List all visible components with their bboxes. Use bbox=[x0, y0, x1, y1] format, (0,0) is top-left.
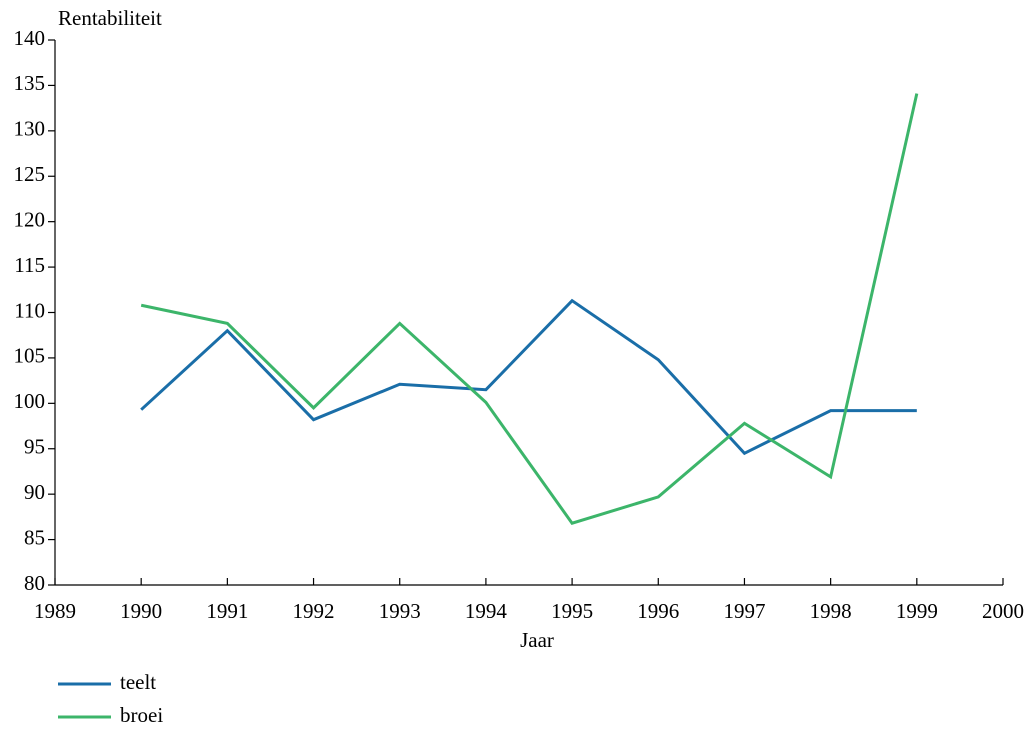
legend-label: teelt bbox=[120, 670, 156, 694]
x-tick-label: 1990 bbox=[120, 599, 162, 623]
x-axis-label: Jaar bbox=[520, 628, 554, 652]
y-tick-label: 110 bbox=[14, 298, 45, 322]
y-axis-label: Rentabiliteit bbox=[58, 6, 162, 30]
x-tick-label: 1991 bbox=[206, 599, 248, 623]
y-tick-label: 130 bbox=[14, 117, 46, 141]
x-tick-label: 1997 bbox=[723, 599, 765, 623]
y-tick-label: 105 bbox=[14, 344, 46, 368]
x-tick-label: 1995 bbox=[551, 599, 593, 623]
x-tick-label: 1992 bbox=[293, 599, 335, 623]
y-tick-label: 85 bbox=[24, 525, 45, 549]
x-tick-label: 1994 bbox=[465, 599, 508, 623]
y-tick-label: 120 bbox=[14, 207, 46, 231]
y-tick-label: 100 bbox=[14, 389, 46, 413]
x-tick-label: 1996 bbox=[637, 599, 679, 623]
y-tick-label: 140 bbox=[14, 26, 46, 50]
legend-label: broei bbox=[120, 703, 163, 727]
y-tick-label: 95 bbox=[24, 435, 45, 459]
y-tick-label: 135 bbox=[14, 71, 46, 95]
y-tick-label: 90 bbox=[24, 480, 45, 504]
y-tick-label: 115 bbox=[14, 253, 45, 277]
line-series bbox=[140, 298, 917, 456]
x-tick-label: 1998 bbox=[810, 599, 852, 623]
x-tick-label: 1993 bbox=[379, 599, 421, 623]
y-tick-label: 125 bbox=[14, 162, 46, 186]
y-tick-label: 80 bbox=[24, 571, 45, 595]
x-tick-label: 2000 bbox=[982, 599, 1024, 623]
x-tick-label: 1999 bbox=[896, 599, 938, 623]
x-tick-label: 1989 bbox=[34, 599, 76, 623]
line-series bbox=[140, 93, 919, 525]
